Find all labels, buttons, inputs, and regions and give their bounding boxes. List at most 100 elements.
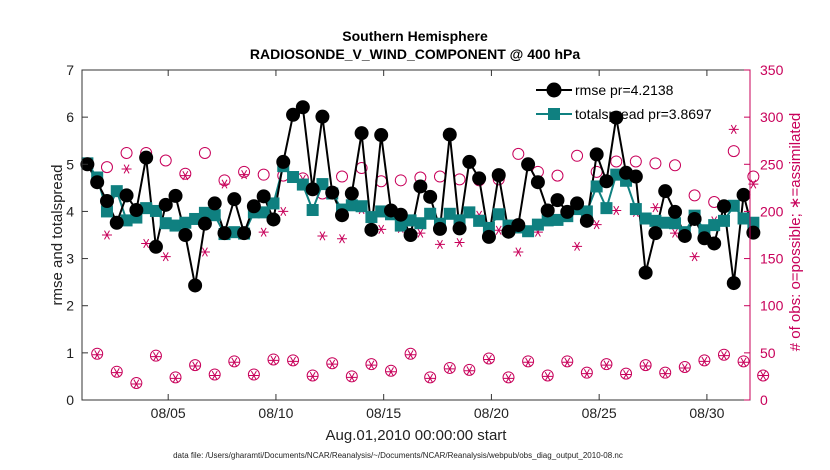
rmse-point [550, 193, 565, 208]
rmse-point [393, 207, 408, 222]
rmse-point [119, 188, 134, 203]
obs-assimilated-point [190, 361, 201, 371]
totalspread-point [179, 216, 192, 229]
rmse-point [452, 221, 467, 236]
totalspread-point [189, 212, 202, 225]
legend-rmse-label: rmse pr=4.2138 [575, 82, 674, 98]
obs-possible-point [110, 365, 123, 378]
totalspread-point [267, 197, 280, 210]
obs-possible-point [384, 364, 397, 377]
legend-spread-label: totalspread pr=3.8697 [575, 106, 712, 122]
rmse-point [158, 197, 173, 212]
obs-assimilated-point [621, 369, 632, 380]
rmse-point [609, 110, 624, 125]
obs-possible-point [688, 189, 701, 202]
y-axis-right-label: # of obs: o=possible; ∗=assimilated [787, 113, 804, 352]
totalspread-point [100, 205, 113, 218]
totalspread-point [649, 214, 662, 227]
totalspread-point [345, 199, 358, 212]
totalspread-point [580, 205, 593, 218]
rmse-point [658, 184, 673, 199]
rmse-point [227, 192, 242, 207]
totalspread-point [414, 217, 427, 230]
obs-possible-point [247, 368, 260, 381]
rmse-point [295, 100, 310, 115]
obs-assimilated-point [728, 124, 739, 134]
obs-possible-point [757, 369, 770, 382]
y-tick-label: 6 [66, 109, 74, 125]
y-tick-label: 5 [66, 156, 74, 172]
totalspread-point [306, 204, 319, 217]
obs-possible-point [306, 369, 319, 382]
totalspread-point [316, 178, 329, 191]
obs-assimilated-point [601, 360, 612, 370]
totalspread-point [629, 203, 642, 216]
totalspread-point [159, 217, 172, 230]
rmse-point [579, 213, 594, 228]
rmse-point [178, 228, 193, 242]
rmse-point [589, 147, 604, 162]
totalspread-point [600, 202, 613, 215]
obs-assimilated-point [454, 237, 465, 248]
obs-assimilated-point [150, 352, 161, 362]
rmse-point [90, 175, 105, 190]
totalspread-point [737, 212, 750, 225]
obs-possible-point [561, 355, 574, 368]
obs-possible-point [130, 377, 143, 390]
obs-assimilated-point [591, 220, 602, 230]
rmse-point [462, 154, 477, 169]
y-tick-label: 3 [66, 251, 74, 267]
obs-markers-layer [81, 124, 770, 390]
x-tick-label: 08/10 [258, 405, 293, 421]
rmse-point [246, 199, 261, 214]
obs-possible-point [91, 347, 104, 360]
y-tick-right-label: 250 [760, 156, 784, 172]
obs-possible-point [443, 361, 456, 374]
obs-possible-point [267, 353, 280, 366]
obs-assimilated-point [670, 228, 681, 238]
rmse-point [168, 188, 183, 203]
rmse-point [354, 126, 369, 141]
legend-spread-marker [548, 108, 560, 120]
totalspread-point [296, 178, 309, 191]
rmse-point [207, 196, 222, 211]
obs-possible-point [120, 146, 133, 159]
totalspread-point [708, 219, 721, 232]
y-axis-left: 0 1 2 3 4 5 6 7 [66, 62, 88, 408]
rmse-point [217, 226, 232, 241]
totalspread-point [590, 180, 603, 193]
obs-assimilated-point [121, 164, 132, 174]
rmse-point [521, 157, 536, 172]
obs-possible-point [257, 168, 270, 181]
totalspread-point [365, 211, 378, 224]
obs-possible-point [208, 368, 221, 381]
y-tick-right-label: 50 [760, 345, 776, 361]
obs-assimilated-point [444, 364, 455, 374]
y-tick-label: 4 [66, 203, 74, 219]
obs-assimilated-point [581, 369, 592, 379]
x-tick-label: 08/20 [474, 405, 509, 421]
rmse-point [716, 199, 731, 214]
obs-assimilated-point [278, 206, 289, 217]
obs-assimilated-point [425, 373, 436, 383]
rmse-point [472, 171, 487, 186]
rmse-point [403, 228, 418, 242]
rmse-point [276, 154, 291, 169]
obs-possible-point [345, 370, 358, 383]
totalspread-point [727, 199, 740, 212]
rmse-point [99, 194, 114, 209]
obs-possible-point [571, 149, 584, 162]
obs-assimilated-point [131, 379, 142, 389]
obs-possible-point [218, 174, 231, 187]
obs-assimilated-point [366, 360, 377, 370]
y-tick-right-label: 350 [760, 62, 784, 78]
rmse-point [726, 276, 741, 291]
rmse-point [491, 168, 506, 183]
obs-assimilated-point [572, 241, 583, 251]
obs-possible-point [600, 358, 613, 371]
obs-assimilated-point [640, 361, 651, 371]
legend-rmse-marker [546, 82, 562, 98]
totalspread-point [208, 209, 221, 222]
obs-assimilated-point [660, 369, 671, 379]
obs-possible-point [463, 363, 476, 376]
